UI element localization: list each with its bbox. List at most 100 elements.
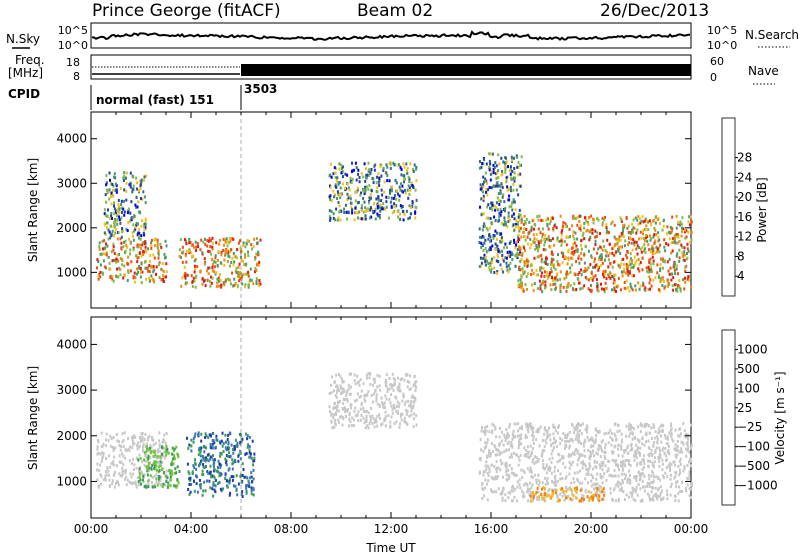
scatter-cell — [124, 456, 127, 460]
scatter-cell — [631, 261, 634, 265]
scatter-cell — [577, 436, 580, 440]
scatter-cell — [144, 201, 147, 205]
scatter-cell — [673, 494, 676, 498]
scatter-cell — [636, 244, 639, 248]
scatter-cell — [611, 497, 614, 501]
scatter-cell — [526, 264, 529, 268]
scatter-cell — [576, 438, 579, 442]
scatter-cell — [568, 235, 571, 239]
nave-right-tick-top: 60 — [710, 55, 724, 68]
freq-left-tick-bottom: 8 — [73, 70, 80, 83]
scatter-cell — [491, 208, 494, 212]
scatter-cell — [491, 431, 494, 435]
scatter-cell — [507, 220, 510, 223]
scatter-cell — [655, 233, 658, 237]
scatter-cell — [677, 434, 680, 438]
scatter-cell — [639, 221, 642, 225]
scatter-cell — [329, 194, 332, 198]
scatter-cell — [609, 487, 612, 491]
scatter-cell — [144, 432, 147, 436]
scatter-cell — [650, 448, 653, 452]
scatter-cell — [664, 447, 667, 450]
scatter-cell — [521, 253, 524, 257]
scatter-cell — [505, 469, 508, 473]
scatter-cell — [144, 444, 147, 448]
scatter-cell — [384, 380, 387, 384]
scatter-cell — [530, 433, 533, 437]
scatter-cell — [645, 432, 648, 436]
scatter-cell — [250, 486, 253, 490]
scatter-cell — [557, 469, 559, 473]
scatter-cell — [497, 448, 500, 452]
scatter-cell — [105, 253, 108, 257]
scatter-cell — [590, 454, 592, 458]
scatter-cell — [550, 257, 553, 261]
scatter-cell — [580, 273, 583, 277]
scatter-cell — [688, 278, 691, 282]
scatter-cell — [162, 437, 165, 441]
scatter-cell — [586, 495, 589, 499]
scatter-cell — [130, 461, 133, 465]
scatter-cell — [256, 241, 259, 245]
scatter-cell — [334, 423, 337, 426]
scatter-cell — [503, 219, 506, 223]
scatter-cell — [250, 489, 253, 493]
scatter-cell — [539, 266, 542, 270]
scatter-cell — [334, 418, 337, 422]
scatter-cell — [583, 284, 586, 288]
scatter-cell — [573, 250, 576, 253]
scatter-cell — [567, 256, 570, 260]
scatter-cell — [538, 481, 541, 484]
scatter-cell — [116, 439, 119, 443]
scatter-cell — [355, 178, 358, 182]
scatter-cell — [689, 240, 692, 244]
scatter-cell — [220, 253, 223, 257]
scatter-cell — [344, 397, 347, 401]
scatter-cell — [219, 273, 221, 276]
scatter-cell — [567, 487, 570, 491]
scatter-cell — [166, 476, 169, 480]
scatter-cell — [130, 481, 133, 485]
scatter-cell — [607, 254, 610, 258]
scatter-cell — [135, 176, 138, 180]
scatter-cell — [664, 249, 667, 253]
scatter-cell — [103, 208, 106, 212]
scatter-cell — [132, 188, 135, 191]
scatter-cell — [157, 448, 160, 452]
scatter-cell — [358, 176, 361, 179]
scatter-cell — [559, 277, 562, 281]
scatter-cell — [390, 196, 393, 200]
scatter-cell — [397, 376, 399, 380]
scatter-cell — [615, 250, 618, 254]
scatter-cell — [375, 396, 378, 400]
scatter-cell — [222, 237, 225, 241]
scatter-cell — [237, 241, 240, 245]
scatter-cell — [649, 452, 652, 456]
scatter-cell — [166, 469, 168, 473]
scatter-cell — [586, 268, 589, 272]
scatter-cell — [489, 235, 492, 239]
scatter-cell — [520, 221, 523, 225]
scatter-cell — [385, 384, 388, 388]
scatter-cell — [338, 194, 341, 197]
scatter-cell — [136, 187, 139, 191]
scatter-cell — [345, 187, 348, 191]
scatter-cell — [518, 434, 521, 438]
scatter-cell — [637, 267, 640, 271]
scatter-cell — [669, 477, 672, 481]
scatter-cell — [686, 242, 689, 246]
scatter-cell — [617, 264, 620, 268]
scatter-cell — [486, 498, 489, 502]
scatter-cell — [596, 285, 599, 289]
scatter-cell — [650, 265, 653, 269]
scatter-cell — [250, 456, 253, 460]
scatter-cell — [618, 488, 621, 492]
scatter-cell — [332, 416, 335, 420]
scatter-cell — [617, 463, 620, 467]
scatter-cell — [480, 241, 483, 245]
scatter-cell — [201, 493, 204, 497]
scatter-cell — [351, 211, 354, 215]
scatter-cell — [643, 462, 646, 466]
scatter-cell — [513, 167, 516, 170]
scatter-cell — [497, 260, 500, 264]
